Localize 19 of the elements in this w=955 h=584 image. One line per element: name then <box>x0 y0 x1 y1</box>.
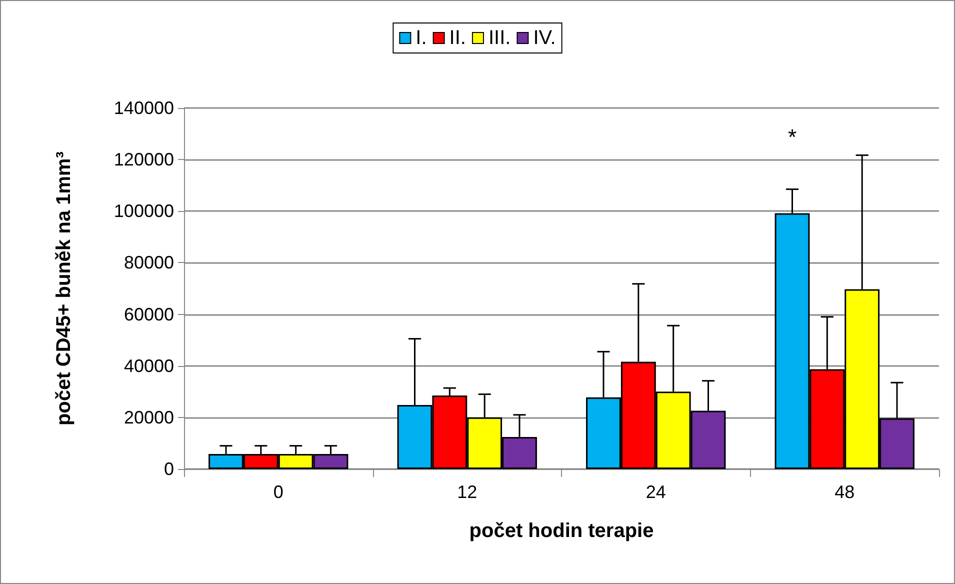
y-tick-label: 40000 <box>124 356 174 376</box>
x-tick-label: 48 <box>834 482 855 502</box>
legend-label: III. <box>488 27 511 49</box>
x-tick-label: 12 <box>457 482 478 502</box>
x-tick-label: 0 <box>273 482 284 502</box>
y-tick-label: 20000 <box>124 407 174 428</box>
y-tick-label: 0 <box>164 459 174 479</box>
x-axis-title: počet hodin terapie <box>469 520 654 542</box>
legend-label: II. <box>449 27 466 49</box>
y-tick-label: 140000 <box>114 98 174 118</box>
y-axis-title: počet CD45+ buněk na 1mm³ <box>53 151 75 426</box>
annotation: * <box>788 124 797 150</box>
legend-label: I. <box>416 27 427 49</box>
y-tick-label: 120000 <box>114 150 174 170</box>
legend-label: IV. <box>533 27 556 49</box>
y-tick-label: 60000 <box>124 304 174 324</box>
y-tick-label: 80000 <box>124 252 174 273</box>
x-tick-label: 24 <box>646 482 666 502</box>
y-tick-label: 100000 <box>114 201 174 222</box>
